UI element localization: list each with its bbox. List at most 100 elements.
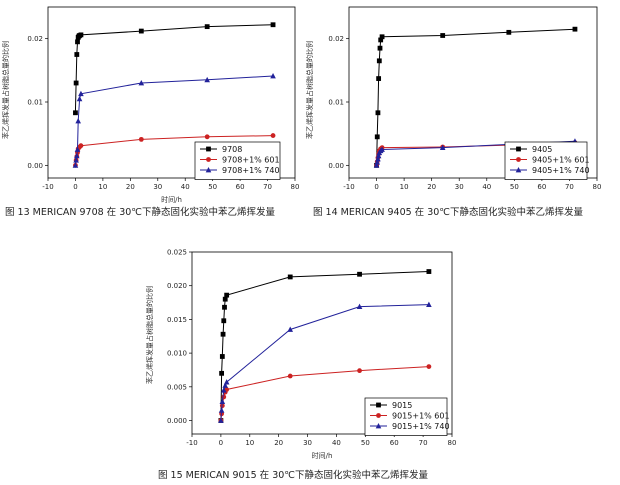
- data-point: [78, 90, 84, 97]
- data-point: [222, 296, 228, 302]
- data-point: [506, 29, 512, 35]
- legend-label: 9708+1% 601: [222, 156, 280, 165]
- legend-marker: [515, 167, 522, 173]
- data-point: [373, 162, 380, 168]
- figure-caption: 图 15 MERICAN 9015 在 30℃下静态固化实验中苯乙烯挥发量: [158, 469, 428, 481]
- x-tick-label: 10: [98, 183, 107, 191]
- data-point: [221, 394, 227, 400]
- figure-caption: 图 13 MERICAN 9708 在 30℃下静态固化实验中苯乙烯挥发量: [5, 206, 275, 218]
- data-point: [73, 110, 78, 116]
- data-point: [379, 146, 385, 152]
- legend-marker: [375, 423, 382, 429]
- data-point: [224, 292, 230, 298]
- x-tick-label: 0: [73, 183, 77, 191]
- x-tick-label: 30: [303, 439, 312, 447]
- data-point: [357, 368, 362, 374]
- x-tick-label: 50: [208, 183, 217, 191]
- data-point: [218, 407, 225, 413]
- data-point: [374, 134, 380, 140]
- data-point: [204, 24, 210, 30]
- data-point: [73, 80, 79, 86]
- data-point: [356, 303, 363, 309]
- x-tick-label: 70: [565, 183, 574, 191]
- legend-marker: [376, 413, 381, 418]
- chart-3: -10 0 10 20 30 40 50 60 70 80 0.000 0.005 0.010 0.015…: [145, 249, 456, 482]
- y-tick-label: 0.01: [328, 99, 344, 107]
- x-tick-label: 0: [374, 183, 378, 191]
- data-point: [221, 318, 227, 324]
- legend-marker: [206, 157, 211, 162]
- x-tick-label: 40: [181, 183, 190, 191]
- data-point: [78, 32, 84, 38]
- data-point: [222, 304, 227, 310]
- y-axis-label: 苯乙烯挥发量占树脂总量的比例: [145, 286, 154, 384]
- data-point: [270, 22, 276, 28]
- y-tick-label: 0.005: [167, 383, 187, 391]
- plot-frame: [191, 251, 453, 435]
- x-tick-label: 20: [427, 183, 436, 191]
- data-point: [204, 134, 210, 140]
- x-tick-label: 80: [448, 439, 457, 447]
- x-tick-label: -10: [343, 183, 354, 191]
- data-point: [440, 33, 446, 38]
- chart-2: -10 0 10 20 30 40 50 60 70 80 0.00 0.01 0.02 苯乙烯挥发量占树…: [305, 6, 602, 218]
- x-tick-label: 20: [126, 183, 135, 191]
- data-point: [287, 274, 293, 280]
- y-tick-label: 0.00: [328, 162, 344, 170]
- legend-label: 9708+1% 740: [222, 166, 280, 175]
- x-tick-label: 50: [510, 183, 519, 191]
- data-point: [379, 34, 385, 40]
- x-axis-label: 时间/h: [161, 195, 182, 204]
- x-axis-label: 时间/h: [312, 451, 333, 460]
- x-tick-label: -10: [186, 439, 197, 447]
- data-point: [270, 73, 276, 79]
- data-point: [76, 95, 83, 102]
- y-tick-label: 0.015: [167, 316, 187, 324]
- y-tick-label: 0.020: [167, 282, 187, 290]
- x-tick-label: 30: [455, 183, 464, 191]
- data-point: [138, 80, 145, 86]
- data-point: [287, 326, 294, 332]
- data-point: [375, 152, 382, 159]
- data-point: [75, 39, 80, 45]
- data-point: [439, 144, 446, 150]
- x-tick-label: 80: [593, 183, 602, 191]
- legend-marker: [516, 157, 521, 162]
- legend-label: 9405: [532, 145, 552, 154]
- x-tick-label: 80: [291, 183, 300, 191]
- data-point: [270, 133, 276, 138]
- legend-label: 9015+1% 740: [392, 422, 450, 431]
- legend-marker: [376, 402, 381, 408]
- data-point: [377, 45, 383, 51]
- legend-marker: [205, 167, 212, 173]
- data-point: [375, 110, 381, 116]
- data-point: [572, 26, 578, 32]
- legend-label: 9405+1% 601: [532, 156, 590, 165]
- data-point: [204, 76, 210, 83]
- data-point: [138, 28, 144, 34]
- legend-label: 9015+1% 601: [392, 412, 450, 421]
- data-point: [78, 143, 84, 149]
- y-tick-label: 0.02: [328, 35, 344, 43]
- data-point: [75, 118, 81, 124]
- x-tick-label: 10: [245, 439, 254, 447]
- legend-label: 9708: [222, 145, 242, 154]
- y-tick-label: 0.00: [27, 162, 43, 170]
- figure-caption: 图 14 MERICAN 9405 在 30℃下静态固化实验中苯乙烯挥发量: [313, 206, 583, 218]
- y-tick-label: 0.02: [27, 35, 43, 43]
- data-point: [376, 76, 382, 81]
- y-tick-label: 0.010: [167, 350, 187, 358]
- data-point: [376, 58, 382, 64]
- data-point: [426, 269, 432, 274]
- x-tick-label: 0: [219, 439, 223, 447]
- data-point: [378, 37, 384, 43]
- data-point: [74, 52, 80, 57]
- series-line-1: [74, 24, 274, 113]
- y-tick-label: 0.01: [27, 99, 43, 107]
- y-tick-label: 0.025: [167, 249, 187, 257]
- x-tick-label: 60: [236, 183, 245, 191]
- plot-frame: [348, 6, 598, 179]
- x-tick-label: 40: [332, 439, 341, 447]
- x-tick-label: 60: [390, 439, 399, 447]
